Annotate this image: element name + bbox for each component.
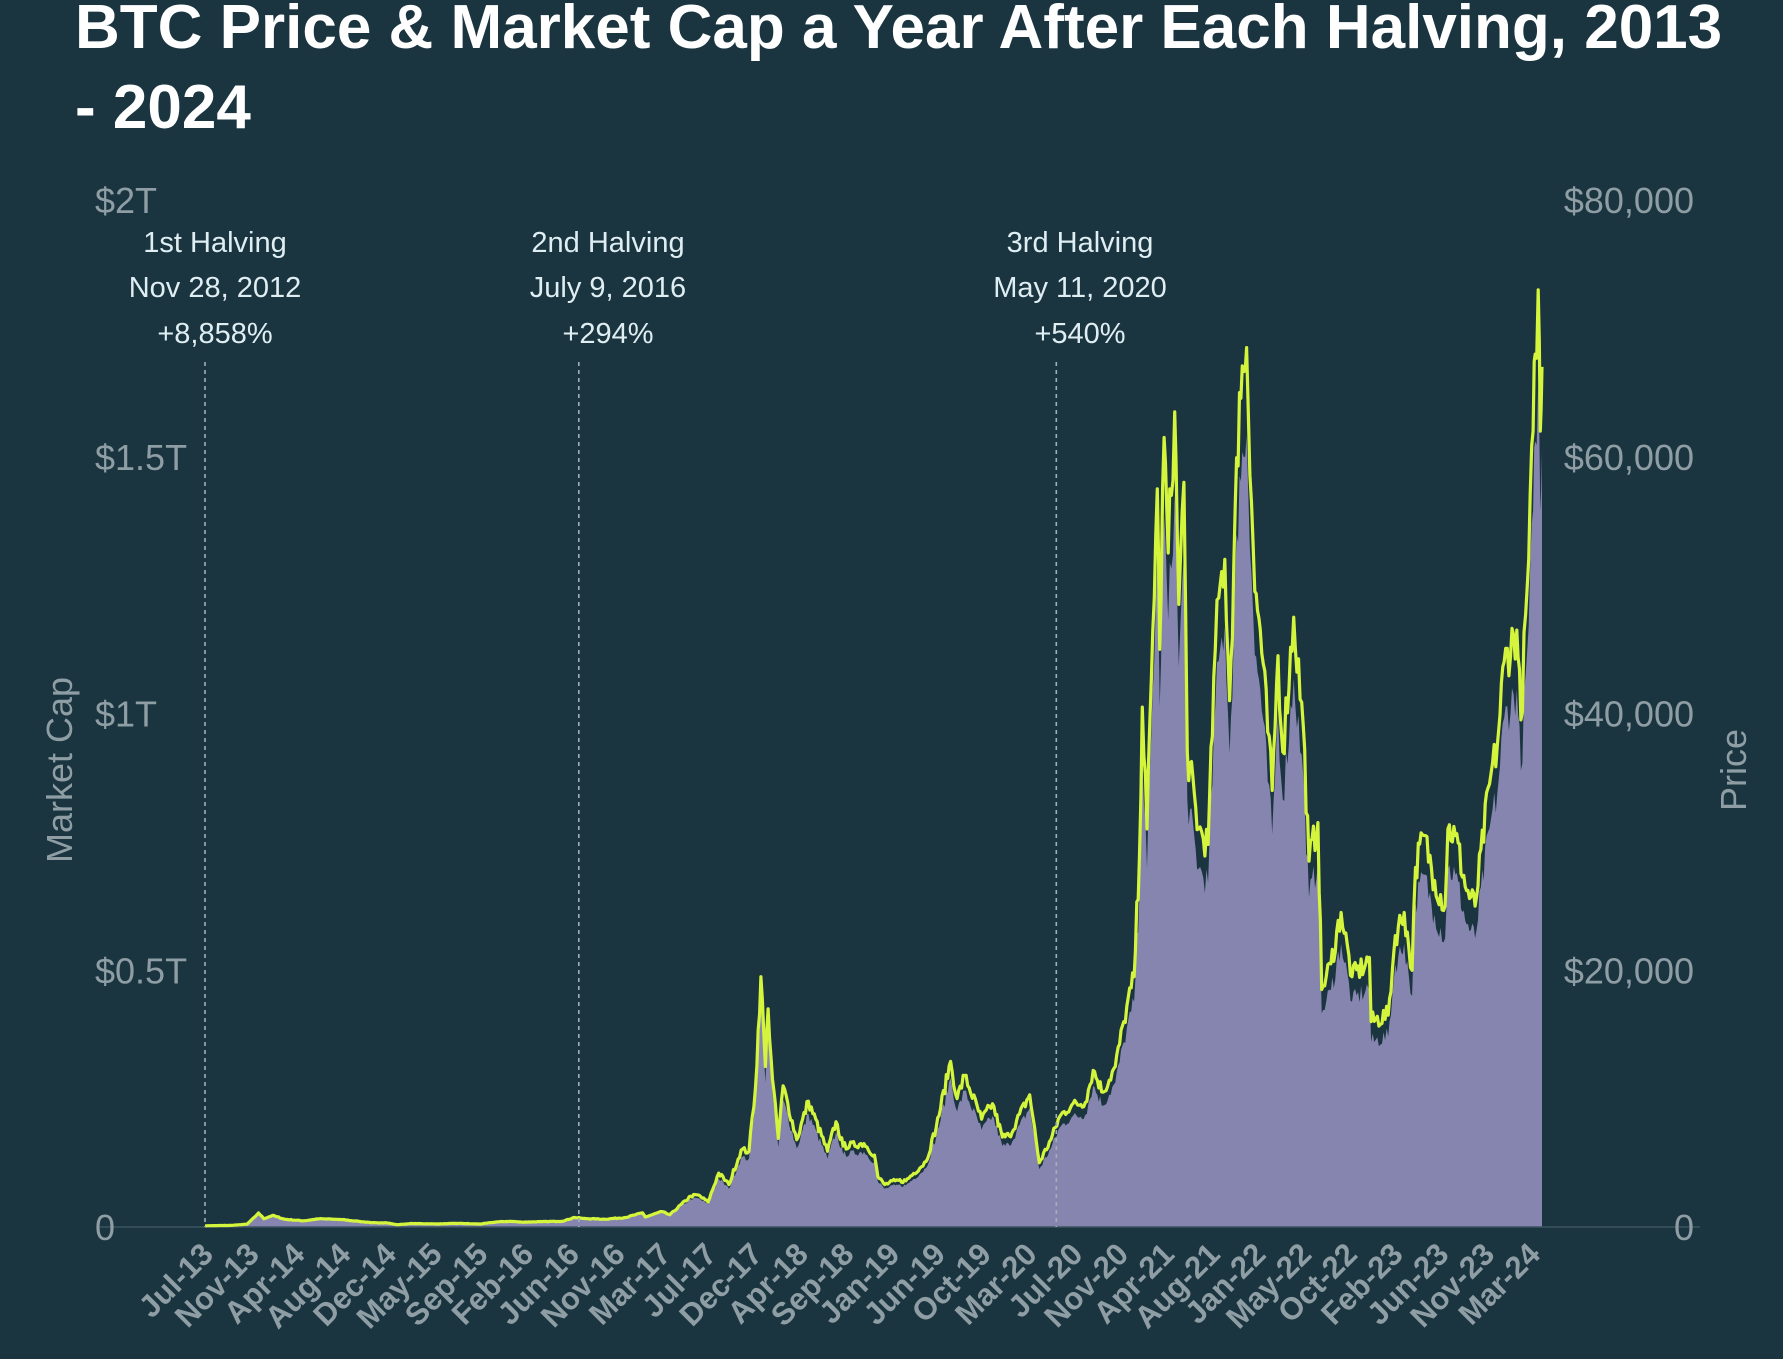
- right-tick-label: $80,000: [1564, 180, 1694, 221]
- halving-change-1: +8,858%: [157, 318, 272, 350]
- left-tick-label: $1T: [95, 694, 157, 735]
- right-tick-label: 0: [1674, 1207, 1694, 1248]
- halving-date-2: July 9, 2016: [530, 272, 686, 304]
- halving-change-2: +294%: [562, 318, 653, 350]
- right-tick-label: $20,000: [1564, 950, 1694, 991]
- halving-date-1: Nov 28, 2012: [129, 272, 302, 304]
- left-tick-label: 0: [95, 1207, 115, 1248]
- halving-label-2: 2nd Halving: [531, 227, 684, 259]
- left-tick-label: $0.5T: [95, 950, 187, 991]
- left-axis-title: Market Cap: [39, 677, 80, 863]
- left-tick-label: $1.5T: [95, 437, 187, 478]
- halving-date-3: May 11, 2020: [993, 272, 1167, 304]
- price-line: [204, 288, 1544, 1228]
- left-tick-label: $2T: [95, 180, 157, 221]
- halving-label-3: 3rd Halving: [1007, 227, 1154, 259]
- right-axis-title: Price: [1713, 729, 1754, 811]
- right-tick-label: $60,000: [1564, 437, 1694, 478]
- halving-change-3: +540%: [1034, 318, 1125, 350]
- halving-label-1: 1st Halving: [143, 227, 286, 259]
- right-tick-label: $40,000: [1564, 694, 1694, 735]
- chart-title: BTC Price & Market Cap a Year After Each…: [75, 0, 1723, 142]
- market-cap-area: [205, 383, 1542, 1228]
